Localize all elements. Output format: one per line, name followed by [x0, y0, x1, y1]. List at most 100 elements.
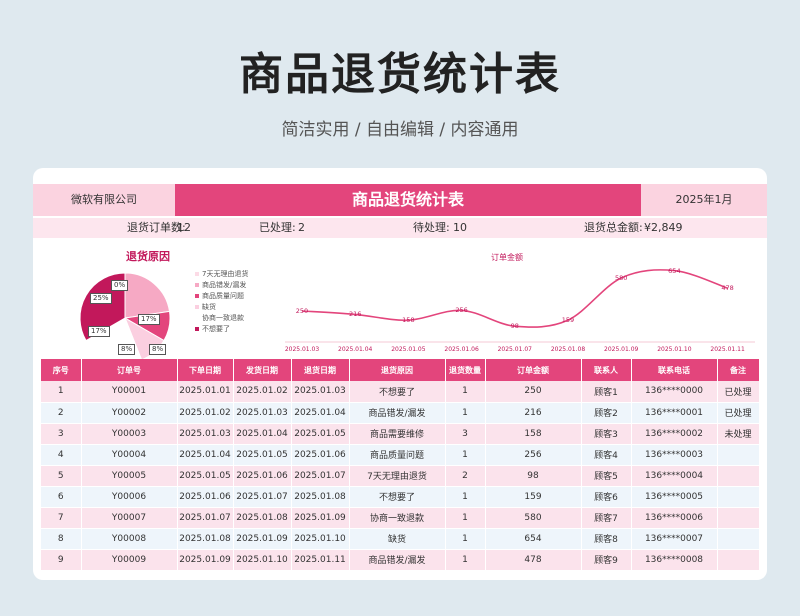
- table-cell[interactable]: Y00001: [81, 381, 178, 403]
- table-cell[interactable]: 顾客8: [581, 528, 632, 550]
- table-cell[interactable]: [717, 444, 760, 466]
- table-cell[interactable]: 1: [445, 381, 486, 403]
- table-row[interactable]: 4 Y00004 2025.01.04 2025.01.05 2025.01.06 商品质…: [41, 444, 760, 466]
- table-cell[interactable]: 2025.01.03: [291, 381, 350, 403]
- column-header[interactable]: 下单日期: [177, 359, 234, 381]
- table-cell[interactable]: 1: [445, 486, 486, 508]
- table-cell[interactable]: 2: [41, 402, 82, 424]
- table-cell[interactable]: 2025.01.08: [291, 486, 350, 508]
- table-cell[interactable]: Y00007: [81, 507, 178, 529]
- table-row[interactable]: 3 Y00003 2025.01.03 2025.01.04 2025.01.05 商品需…: [41, 423, 760, 445]
- table-cell[interactable]: 8: [41, 528, 82, 550]
- column-header[interactable]: 联系电话: [631, 359, 718, 381]
- table-cell[interactable]: 478: [485, 549, 582, 571]
- table-cell[interactable]: 2025.01.09: [291, 507, 350, 529]
- table-cell[interactable]: [717, 528, 760, 550]
- table-cell[interactable]: 不想要了: [349, 486, 446, 508]
- table-cell[interactable]: 250: [485, 381, 582, 403]
- table-cell[interactable]: Y00003: [81, 423, 178, 445]
- table-cell[interactable]: Y00008: [81, 528, 178, 550]
- table-cell[interactable]: 2025.01.09: [233, 528, 292, 550]
- table-cell[interactable]: 顾客4: [581, 444, 632, 466]
- table-cell[interactable]: 2025.01.07: [233, 486, 292, 508]
- table-cell[interactable]: 136****0004: [631, 465, 718, 487]
- table-cell[interactable]: 商品需要维修: [349, 423, 446, 445]
- column-header[interactable]: 退货原因: [349, 359, 446, 381]
- table-row[interactable]: 8 Y00008 2025.01.08 2025.01.09 2025.01.10 缺货 1…: [41, 528, 760, 550]
- table-cell[interactable]: 2025.01.08: [233, 507, 292, 529]
- column-header[interactable]: 发货日期: [233, 359, 292, 381]
- table-cell[interactable]: 7: [41, 507, 82, 529]
- column-header[interactable]: 序号: [41, 359, 82, 381]
- table-cell[interactable]: 未处理: [717, 423, 760, 445]
- column-header[interactable]: 退货数量: [445, 359, 486, 381]
- table-cell[interactable]: 2025.01.08: [177, 528, 234, 550]
- table-cell[interactable]: 商品错发/漏发: [349, 402, 446, 424]
- table-cell[interactable]: 9: [41, 549, 82, 571]
- table-cell[interactable]: 顾客6: [581, 486, 632, 508]
- table-cell[interactable]: Y00005: [81, 465, 178, 487]
- table-cell[interactable]: 2025.01.06: [233, 465, 292, 487]
- table-cell[interactable]: Y00006: [81, 486, 178, 508]
- table-row[interactable]: 7 Y00007 2025.01.07 2025.01.08 2025.01.09 协商一…: [41, 507, 760, 529]
- table-cell[interactable]: 2: [445, 465, 486, 487]
- column-header[interactable]: 订单金额: [485, 359, 582, 381]
- table-cell[interactable]: 2025.01.10: [233, 549, 292, 571]
- table-cell[interactable]: 2025.01.04: [291, 402, 350, 424]
- table-cell[interactable]: 1: [445, 402, 486, 424]
- table-cell[interactable]: [717, 486, 760, 508]
- table-cell[interactable]: 256: [485, 444, 582, 466]
- table-cell[interactable]: 1: [445, 507, 486, 529]
- table-row[interactable]: 9 Y00009 2025.01.09 2025.01.10 2025.01.11 商品错…: [41, 549, 760, 571]
- table-cell[interactable]: 136****0003: [631, 444, 718, 466]
- table-cell[interactable]: 顾客1: [581, 381, 632, 403]
- table-cell[interactable]: 顾客5: [581, 465, 632, 487]
- table-cell[interactable]: 2025.01.05: [291, 423, 350, 445]
- column-header[interactable]: 备注: [717, 359, 760, 381]
- table-cell[interactable]: 136****0008: [631, 549, 718, 571]
- table-cell[interactable]: 98: [485, 465, 582, 487]
- table-cell[interactable]: 商品错发/漏发: [349, 549, 446, 571]
- table-cell[interactable]: Y00009: [81, 549, 178, 571]
- table-cell[interactable]: 2025.01.07: [291, 465, 350, 487]
- table-cell[interactable]: 2025.01.05: [177, 465, 234, 487]
- table-cell[interactable]: 159: [485, 486, 582, 508]
- table-cell[interactable]: 顾客3: [581, 423, 632, 445]
- table-cell[interactable]: 已处理: [717, 402, 760, 424]
- table-cell[interactable]: 顾客9: [581, 549, 632, 571]
- table-cell[interactable]: [717, 465, 760, 487]
- table-cell[interactable]: 商品质量问题: [349, 444, 446, 466]
- table-cell[interactable]: 136****0001: [631, 402, 718, 424]
- table-cell[interactable]: 2025.01.02: [177, 402, 234, 424]
- table-cell[interactable]: 1: [41, 381, 82, 403]
- table-cell[interactable]: 7天无理由退货: [349, 465, 446, 487]
- table-cell[interactable]: 2025.01.05: [233, 444, 292, 466]
- table-cell[interactable]: 158: [485, 423, 582, 445]
- table-cell[interactable]: 2025.01.02: [233, 381, 292, 403]
- column-header[interactable]: 联系人: [581, 359, 632, 381]
- table-cell[interactable]: 2025.01.03: [233, 402, 292, 424]
- table-cell[interactable]: 2025.01.03: [177, 423, 234, 445]
- table-cell[interactable]: 6: [41, 486, 82, 508]
- column-header[interactable]: 订单号: [81, 359, 178, 381]
- table-cell[interactable]: 216: [485, 402, 582, 424]
- table-cell[interactable]: 136****0006: [631, 507, 718, 529]
- table-cell[interactable]: 2025.01.10: [291, 528, 350, 550]
- table-cell[interactable]: 2025.01.04: [177, 444, 234, 466]
- table-cell[interactable]: 580: [485, 507, 582, 529]
- table-cell[interactable]: Y00002: [81, 402, 178, 424]
- table-cell[interactable]: 2025.01.06: [177, 486, 234, 508]
- column-header[interactable]: 退货日期: [291, 359, 350, 381]
- table-cell[interactable]: 2025.01.06: [291, 444, 350, 466]
- table-cell[interactable]: 1: [445, 549, 486, 571]
- table-cell[interactable]: 缺货: [349, 528, 446, 550]
- table-cell[interactable]: 2025.01.04: [233, 423, 292, 445]
- table-cell[interactable]: 5: [41, 465, 82, 487]
- table-cell[interactable]: 顾客7: [581, 507, 632, 529]
- table-cell[interactable]: 3: [41, 423, 82, 445]
- table-cell[interactable]: 已处理: [717, 381, 760, 403]
- table-cell[interactable]: Y00004: [81, 444, 178, 466]
- table-cell[interactable]: 136****0005: [631, 486, 718, 508]
- table-cell[interactable]: 顾客2: [581, 402, 632, 424]
- table-cell[interactable]: 136****0000: [631, 381, 718, 403]
